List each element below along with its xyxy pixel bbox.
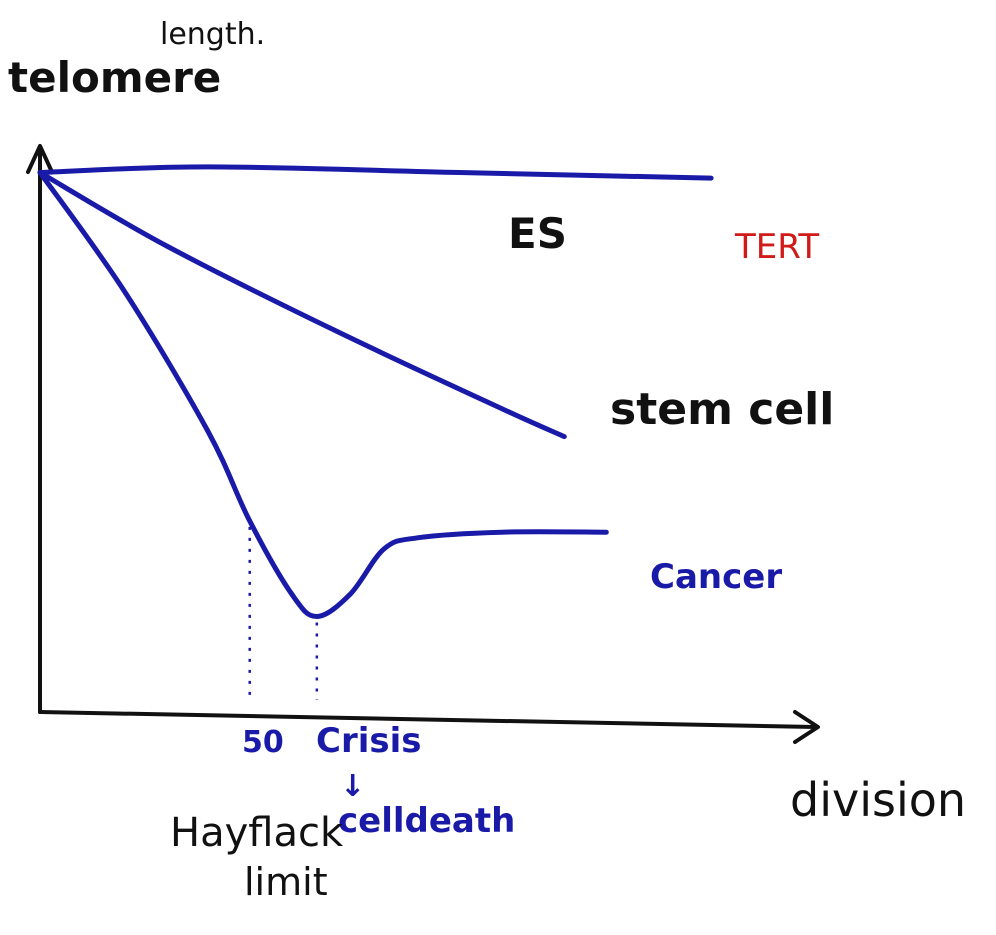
series-es-line xyxy=(37,164,714,181)
series-stem-cell-line xyxy=(37,170,567,440)
crisis-arrow-icon: ↓ xyxy=(340,769,365,804)
y-axis-label-suffix: length. xyxy=(160,17,265,52)
tick-label-crisis: Crisis xyxy=(316,721,422,761)
tick-label-50: 50 xyxy=(242,725,284,760)
x-axis-label: division xyxy=(790,773,966,827)
series-label-tert: TERT xyxy=(734,227,819,267)
annotation-celldeath: celldeath xyxy=(338,801,515,841)
y-axis-label: telomere xyxy=(8,53,221,102)
annotation-hayflick: Hayflack xyxy=(170,810,344,856)
annotation-limit: limit xyxy=(244,860,328,904)
series-label-es: ES xyxy=(508,209,567,258)
x-axis-arrow xyxy=(793,710,820,744)
series-label-cancer: Cancer xyxy=(650,557,782,597)
x-axis xyxy=(38,710,817,729)
series-label-stem-cell: stem cell xyxy=(610,384,834,435)
y-axis-arrow xyxy=(26,144,54,174)
series-cancer-line xyxy=(37,170,609,619)
